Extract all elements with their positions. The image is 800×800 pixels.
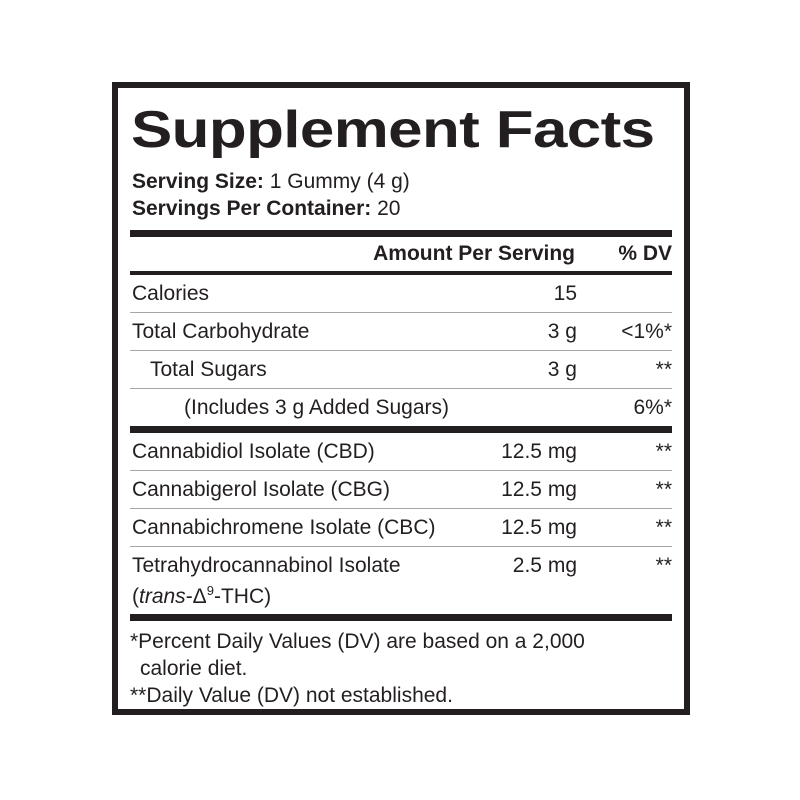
footnote-not-established: **Daily Value (DV) not established. bbox=[130, 684, 453, 707]
row-dv: ** bbox=[655, 478, 672, 501]
thc-rest: -THC) bbox=[213, 585, 272, 608]
row-dv: ** bbox=[655, 554, 672, 577]
row-amount: 3 g bbox=[547, 320, 577, 343]
servings-per-container-label: Servings Per Container: bbox=[132, 197, 372, 220]
row-dv: ** bbox=[655, 440, 672, 463]
footnote-dv-line2: calorie diet. bbox=[140, 657, 248, 680]
row-divider bbox=[130, 508, 672, 509]
row-name: Cannabidiol Isolate (CBD) bbox=[132, 440, 375, 463]
separator-bar-thick bbox=[130, 614, 672, 621]
thc-open-paren: ( bbox=[132, 585, 139, 608]
row-divider bbox=[130, 312, 672, 313]
serving-size-value: 1 Gummy (4 g) bbox=[269, 170, 410, 193]
panel-title: Supplement Facts bbox=[131, 101, 655, 159]
row-name: (Includes 3 g Added Sugars) bbox=[184, 396, 450, 419]
row-dv: ** bbox=[655, 358, 672, 381]
servings-per-container-value: 20 bbox=[377, 197, 401, 220]
row-amount: 12.5 mg bbox=[501, 516, 577, 539]
table-row: Calories 15 bbox=[130, 275, 672, 312]
row-name: Calories bbox=[132, 282, 210, 305]
thc-trans-italic: trans bbox=[139, 585, 186, 608]
table-row: Total Sugars 3 g ** bbox=[130, 351, 672, 388]
row-amount: 15 bbox=[553, 282, 577, 305]
thc-delta: -Δ bbox=[185, 585, 207, 608]
table-header-row: Amount Per Serving % DV bbox=[130, 237, 672, 271]
serving-size-label: Serving Size: bbox=[132, 170, 264, 193]
row-amount: 3 g bbox=[547, 358, 577, 381]
row-divider bbox=[130, 470, 672, 471]
separator-bar-medium bbox=[130, 271, 672, 275]
supplement-facts-panel: Supplement Facts Serving Size: 1 Gummy (… bbox=[112, 82, 690, 715]
row-dv: ** bbox=[655, 516, 672, 539]
row-amount: 12.5 mg bbox=[501, 440, 577, 463]
thc-superscript-9: 9 bbox=[206, 583, 214, 598]
servings-per-container-line: Servings Per Container: 20 bbox=[130, 195, 672, 222]
footnotes-section: *Percent Daily Values (DV) are based on … bbox=[130, 621, 672, 709]
table-row: Cannabigerol Isolate (CBG) 12.5 mg ** bbox=[130, 471, 672, 508]
table-row: Cannabidiol Isolate (CBD) 12.5 mg ** bbox=[130, 433, 672, 470]
row-amount: 2.5 mg bbox=[512, 554, 577, 577]
row-name: Tetrahydrocannabinol Isolate (trans-Δ9-T… bbox=[130, 547, 462, 614]
column-header-amount: Amount Per Serving bbox=[373, 242, 575, 265]
row-name: Total Carbohydrate bbox=[132, 320, 310, 343]
footnote-dv-line1: *Percent Daily Values (DV) are based on … bbox=[130, 630, 585, 653]
row-divider bbox=[130, 350, 672, 351]
table-row: Tetrahydrocannabinol Isolate (trans-Δ9-T… bbox=[130, 547, 672, 614]
row-divider bbox=[130, 388, 672, 389]
row-amount bbox=[462, 389, 577, 426]
table-row: Total Carbohydrate 3 g <1%* bbox=[130, 313, 672, 350]
table-row: Cannabichromene Isolate (CBC) 12.5 mg ** bbox=[130, 509, 672, 546]
row-name: Cannabichromene Isolate (CBC) bbox=[132, 516, 436, 539]
column-header-dv: % DV bbox=[618, 242, 672, 265]
row-name: Cannabigerol Isolate (CBG) bbox=[132, 478, 390, 501]
row-dv: 6%* bbox=[633, 396, 672, 419]
separator-bar-thick bbox=[130, 230, 672, 237]
separator-bar-thick bbox=[130, 426, 672, 433]
serving-size-line: Serving Size: 1 Gummy (4 g) bbox=[130, 168, 672, 195]
row-name: Total Sugars bbox=[150, 358, 267, 381]
row-name-line2: (trans-Δ9-THC) bbox=[132, 584, 462, 614]
row-divider bbox=[130, 546, 672, 547]
row-dv bbox=[577, 275, 672, 312]
row-dv: <1%* bbox=[621, 320, 672, 343]
row-name-line1: Tetrahydrocannabinol Isolate bbox=[132, 554, 401, 577]
row-amount: 12.5 mg bbox=[501, 478, 577, 501]
table-row: (Includes 3 g Added Sugars) 6%* bbox=[130, 389, 672, 426]
